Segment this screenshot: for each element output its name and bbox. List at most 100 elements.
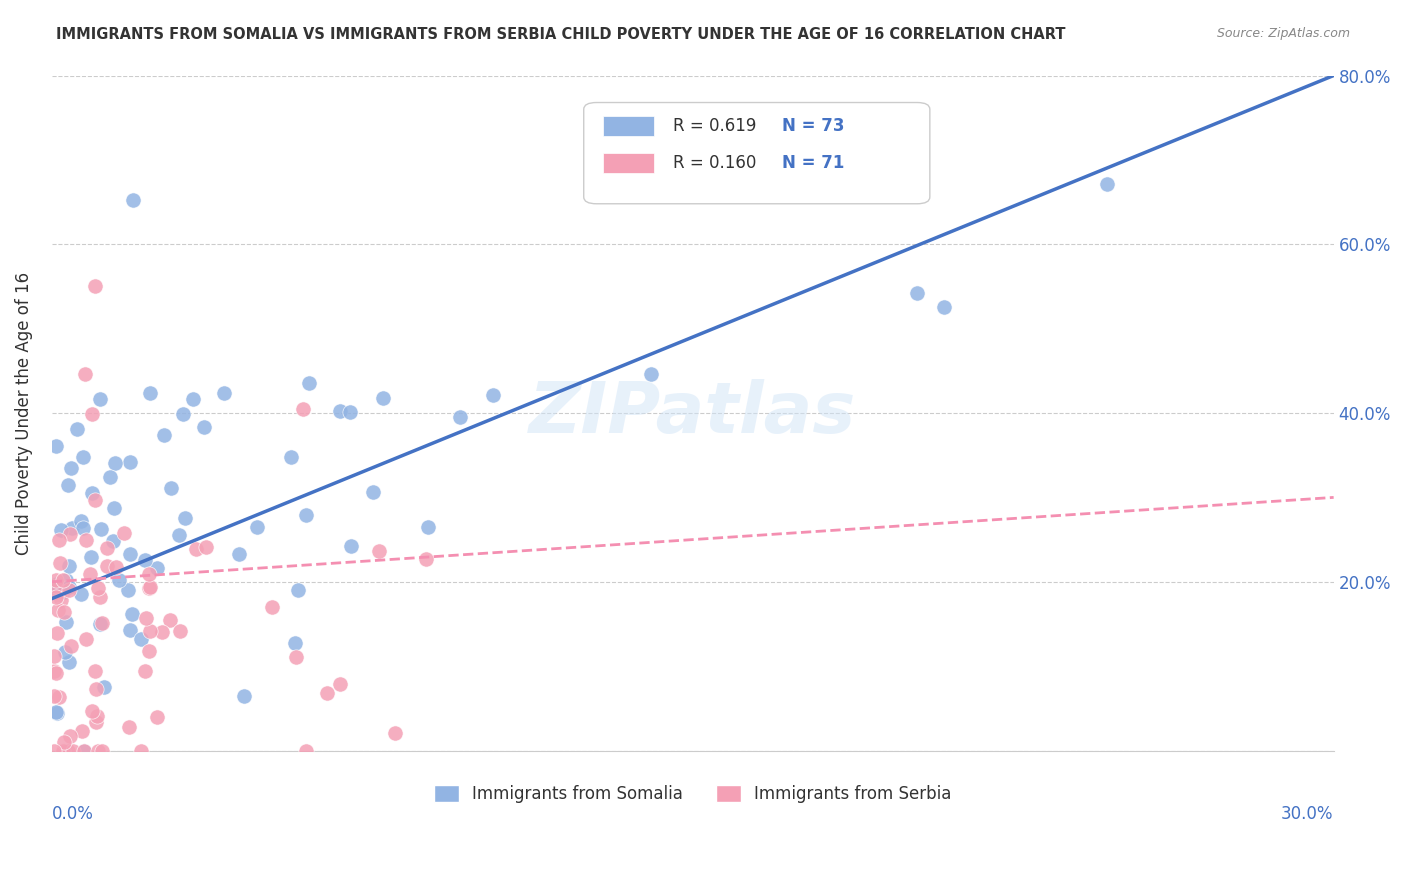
Immigrants from Somalia bbox=[59, 461, 82, 475]
Immigrants from Serbia bbox=[45, 573, 67, 587]
FancyBboxPatch shape bbox=[583, 103, 929, 203]
Immigrants from Somalia bbox=[118, 454, 141, 468]
Immigrants from Serbia bbox=[131, 743, 153, 757]
Immigrants from Somalia bbox=[89, 617, 111, 632]
Immigrants from Serbia bbox=[52, 735, 75, 749]
Immigrants from Serbia bbox=[80, 704, 103, 718]
Immigrants from Somalia bbox=[121, 194, 143, 208]
Immigrants from Somalia bbox=[339, 405, 361, 419]
Immigrants from Serbia bbox=[42, 665, 65, 679]
Immigrants from Somalia bbox=[449, 409, 471, 424]
Text: 30.0%: 30.0% bbox=[1281, 805, 1334, 822]
Immigrants from Somalia bbox=[72, 521, 94, 535]
Immigrants from Serbia bbox=[58, 743, 80, 757]
Immigrants from Somalia bbox=[58, 580, 80, 594]
Immigrants from Somalia bbox=[45, 582, 67, 596]
Immigrants from Somalia bbox=[70, 587, 93, 601]
Immigrants from Serbia bbox=[184, 541, 207, 556]
Immigrants from Somalia bbox=[284, 636, 307, 650]
Immigrants from Serbia bbox=[159, 613, 181, 627]
Immigrants from Somalia bbox=[228, 547, 250, 561]
Immigrants from Serbia bbox=[87, 582, 110, 596]
Immigrants from Somalia bbox=[58, 655, 80, 669]
Immigrants from Serbia bbox=[368, 544, 391, 558]
Immigrants from Serbia bbox=[139, 581, 162, 595]
Immigrants from Somalia bbox=[104, 456, 127, 470]
Immigrants from Serbia bbox=[45, 626, 67, 640]
Immigrants from Serbia bbox=[75, 632, 97, 647]
Immigrants from Serbia bbox=[96, 541, 118, 555]
Immigrants from Somalia bbox=[169, 528, 191, 542]
Immigrants from Somalia bbox=[160, 481, 183, 495]
Immigrants from Somalia bbox=[90, 523, 112, 537]
Immigrants from Somalia bbox=[89, 392, 111, 406]
Immigrants from Somalia bbox=[340, 539, 363, 553]
Immigrants from Somalia bbox=[45, 706, 67, 720]
Immigrants from Serbia bbox=[91, 743, 114, 757]
Immigrants from Serbia bbox=[73, 743, 96, 757]
Immigrants from Serbia bbox=[96, 559, 118, 574]
Immigrants from Somalia bbox=[108, 573, 131, 587]
Immigrants from Somalia bbox=[416, 520, 439, 534]
Immigrants from Somalia bbox=[153, 428, 176, 442]
Immigrants from Somalia bbox=[103, 533, 125, 548]
Immigrants from Serbia bbox=[384, 726, 406, 740]
Immigrants from Somalia bbox=[129, 632, 152, 647]
Immigrants from Somalia bbox=[49, 524, 72, 538]
Immigrants from Somalia bbox=[134, 553, 156, 567]
Immigrants from Somalia bbox=[93, 680, 115, 694]
Text: R = 0.160: R = 0.160 bbox=[673, 154, 756, 172]
Immigrants from Somalia bbox=[53, 645, 76, 659]
Immigrants from Somalia bbox=[45, 439, 67, 453]
Immigrants from Serbia bbox=[134, 664, 156, 678]
Immigrants from Serbia bbox=[84, 714, 107, 729]
Immigrants from Somalia bbox=[298, 376, 321, 391]
Immigrants from Somalia bbox=[66, 422, 89, 436]
Text: Source: ZipAtlas.com: Source: ZipAtlas.com bbox=[1216, 27, 1350, 40]
Immigrants from Somalia bbox=[80, 549, 103, 564]
Immigrants from Serbia bbox=[73, 367, 96, 381]
Immigrants from Serbia bbox=[48, 690, 70, 704]
Immigrants from Somalia bbox=[1095, 177, 1118, 191]
Immigrants from Somalia bbox=[905, 286, 928, 301]
Immigrants from Serbia bbox=[42, 743, 65, 757]
Immigrants from Somalia bbox=[139, 385, 162, 400]
Immigrants from Somalia bbox=[98, 470, 121, 484]
Immigrants from Serbia bbox=[60, 639, 83, 653]
Immigrants from Serbia bbox=[135, 610, 157, 624]
Immigrants from Somalia bbox=[72, 450, 94, 464]
Immigrants from Somalia bbox=[174, 511, 197, 525]
Immigrants from Serbia bbox=[262, 600, 284, 615]
Immigrants from Somalia bbox=[55, 615, 77, 629]
Immigrants from Serbia bbox=[86, 709, 108, 723]
Immigrants from Somalia bbox=[295, 508, 318, 523]
Immigrants from Serbia bbox=[49, 593, 72, 607]
Immigrants from Serbia bbox=[138, 566, 160, 581]
Immigrants from Serbia bbox=[42, 649, 65, 664]
Immigrants from Serbia bbox=[112, 526, 135, 541]
Immigrants from Somalia bbox=[329, 403, 352, 417]
Immigrants from Serbia bbox=[48, 533, 70, 547]
Immigrants from Serbia bbox=[83, 492, 105, 507]
Immigrants from Somalia bbox=[287, 582, 309, 597]
Immigrants from Somalia bbox=[103, 500, 125, 515]
Immigrants from Serbia bbox=[138, 643, 160, 657]
Immigrants from Serbia bbox=[42, 690, 65, 704]
Immigrants from Somalia bbox=[181, 392, 204, 406]
Immigrants from Somalia bbox=[45, 705, 67, 719]
Immigrants from Somalia bbox=[120, 547, 142, 561]
Immigrants from Somalia bbox=[193, 419, 215, 434]
Immigrants from Somalia bbox=[246, 520, 269, 534]
Text: IMMIGRANTS FROM SOMALIA VS IMMIGRANTS FROM SERBIA CHILD POVERTY UNDER THE AGE OF: IMMIGRANTS FROM SOMALIA VS IMMIGRANTS FR… bbox=[56, 27, 1066, 42]
Immigrants from Serbia bbox=[49, 556, 72, 570]
Immigrants from Somalia bbox=[55, 574, 77, 588]
Immigrants from Somalia bbox=[875, 179, 897, 194]
Immigrants from Somalia bbox=[58, 559, 80, 574]
Immigrants from Somalia bbox=[233, 690, 256, 704]
Immigrants from Somalia bbox=[280, 450, 302, 464]
Immigrants from Somalia bbox=[70, 514, 93, 528]
Y-axis label: Child Poverty Under the Age of 16: Child Poverty Under the Age of 16 bbox=[15, 271, 32, 555]
Immigrants from Serbia bbox=[118, 720, 141, 734]
Immigrants from Serbia bbox=[83, 279, 105, 293]
Text: ZIPatlas: ZIPatlas bbox=[529, 378, 856, 448]
